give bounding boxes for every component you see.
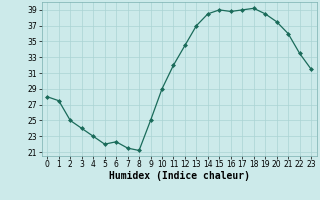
X-axis label: Humidex (Indice chaleur): Humidex (Indice chaleur) [109,171,250,181]
